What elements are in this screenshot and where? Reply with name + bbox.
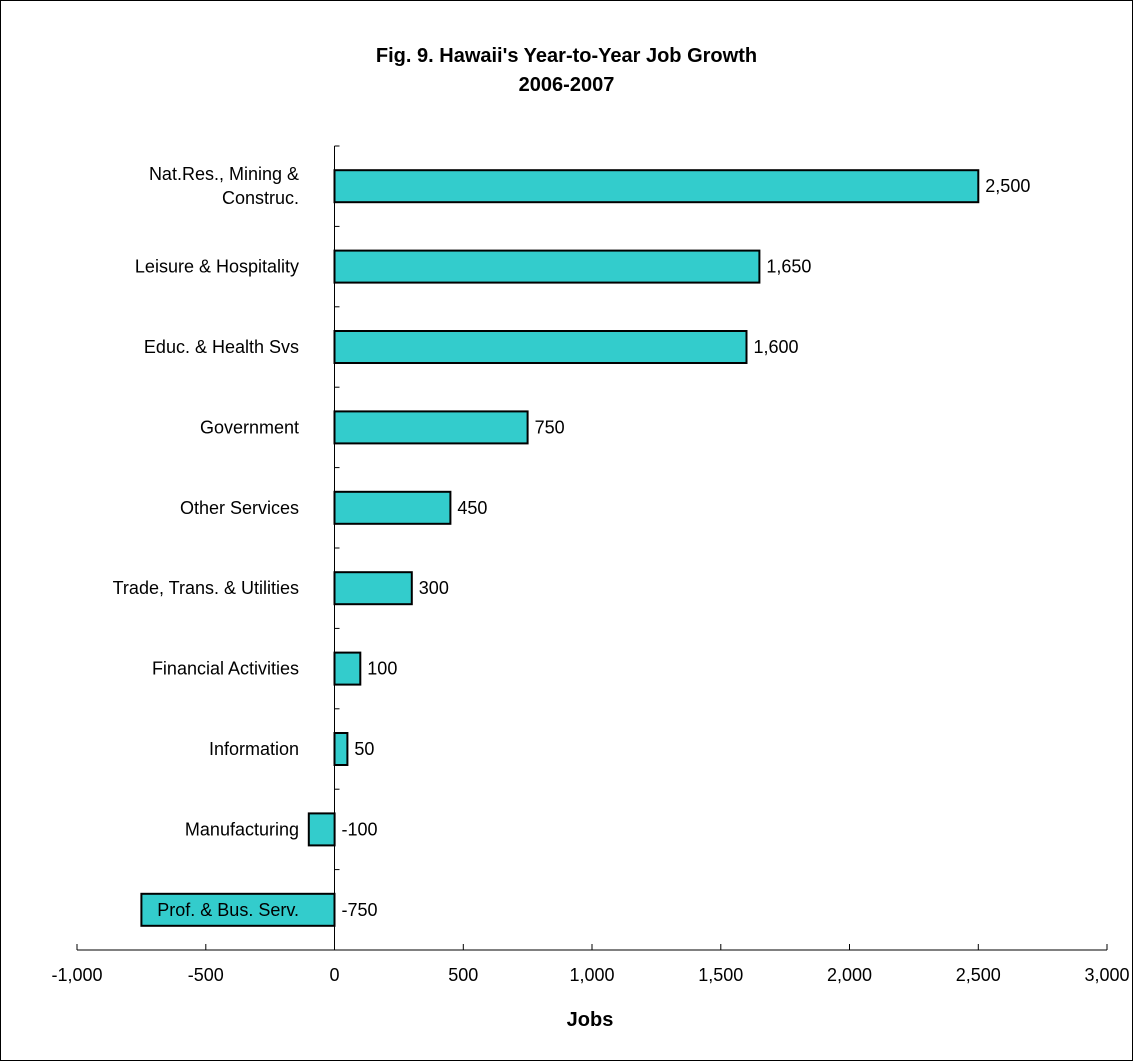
bar-9 [307, 812, 336, 847]
x-axis-title: Jobs [567, 1009, 614, 1031]
chart-title-block: Fig. 9. Hawaii's Year-to-Year Job Growth… [0, 42, 1133, 100]
data-label-8: 50 [354, 739, 374, 759]
category-label-6: Trade, Trans. & Utilities [113, 578, 299, 598]
x-tick-label-2: 0 [329, 965, 339, 985]
data-label-2: 1,650 [766, 257, 811, 277]
bar-1 [333, 169, 980, 204]
x-tick-label-0: -1,000 [51, 965, 102, 985]
bar-6 [333, 571, 413, 606]
category-label-2: Leisure & Hospitality [135, 257, 299, 277]
bars-group [140, 169, 980, 927]
category-label-7: Financial Activities [152, 659, 299, 679]
bar-5 [333, 490, 452, 525]
category-label-5: Other Services [180, 498, 299, 518]
data-label-7: 100 [367, 659, 397, 679]
x-tick-label-6: 2,000 [827, 965, 872, 985]
data-labels-group: 2,500 1,650 1,600 750 450 300 100 50 -100 -750 [342, 176, 1031, 920]
x-tick-label-4: 1,000 [569, 965, 614, 985]
category-label-10: Prof. & Bus. Serv. [157, 900, 299, 920]
category-labels-group: Nat.Res., Mining & Construc. Leisure & Hos… [113, 164, 299, 920]
bar-3 [333, 330, 748, 364]
data-label-4: 750 [535, 417, 565, 437]
data-label-1: 2,500 [985, 176, 1030, 196]
x-tick-label-1: -500 [188, 965, 224, 985]
category-label-1: Nat.Res., Mining & Construc. [149, 164, 299, 208]
x-tick-label-7: 2,500 [956, 965, 1001, 985]
data-label-9: -100 [342, 819, 378, 839]
chart-title: Fig. 9. Hawaii's Year-to-Year Job Growth [375, 45, 758, 67]
category-label-3: Educ. & Health Svs [144, 337, 299, 357]
category-label-9: Manufacturing [185, 819, 299, 839]
bar-8 [333, 732, 349, 766]
data-label-3: 1,600 [754, 337, 799, 357]
bar-4 [333, 410, 529, 445]
data-label-5: 450 [457, 498, 487, 518]
category-label-8: Information [209, 739, 299, 759]
bar-7 [333, 651, 362, 686]
x-tick-label-5: 1,500 [698, 965, 743, 985]
x-tick-label-3: 500 [448, 965, 478, 985]
chart-subtitle: 2006-2007 [518, 74, 615, 96]
x-tick-label-8: 3,000 [1084, 965, 1129, 985]
bar-2 [333, 249, 761, 284]
axes-group: -1,000 -500 0 500 1,000 1,500 2,000 2,500 3,000 [51, 145, 1130, 985]
data-label-6: 300 [419, 578, 449, 598]
data-label-10: -750 [342, 900, 378, 920]
category-label-4: Government [200, 417, 299, 437]
